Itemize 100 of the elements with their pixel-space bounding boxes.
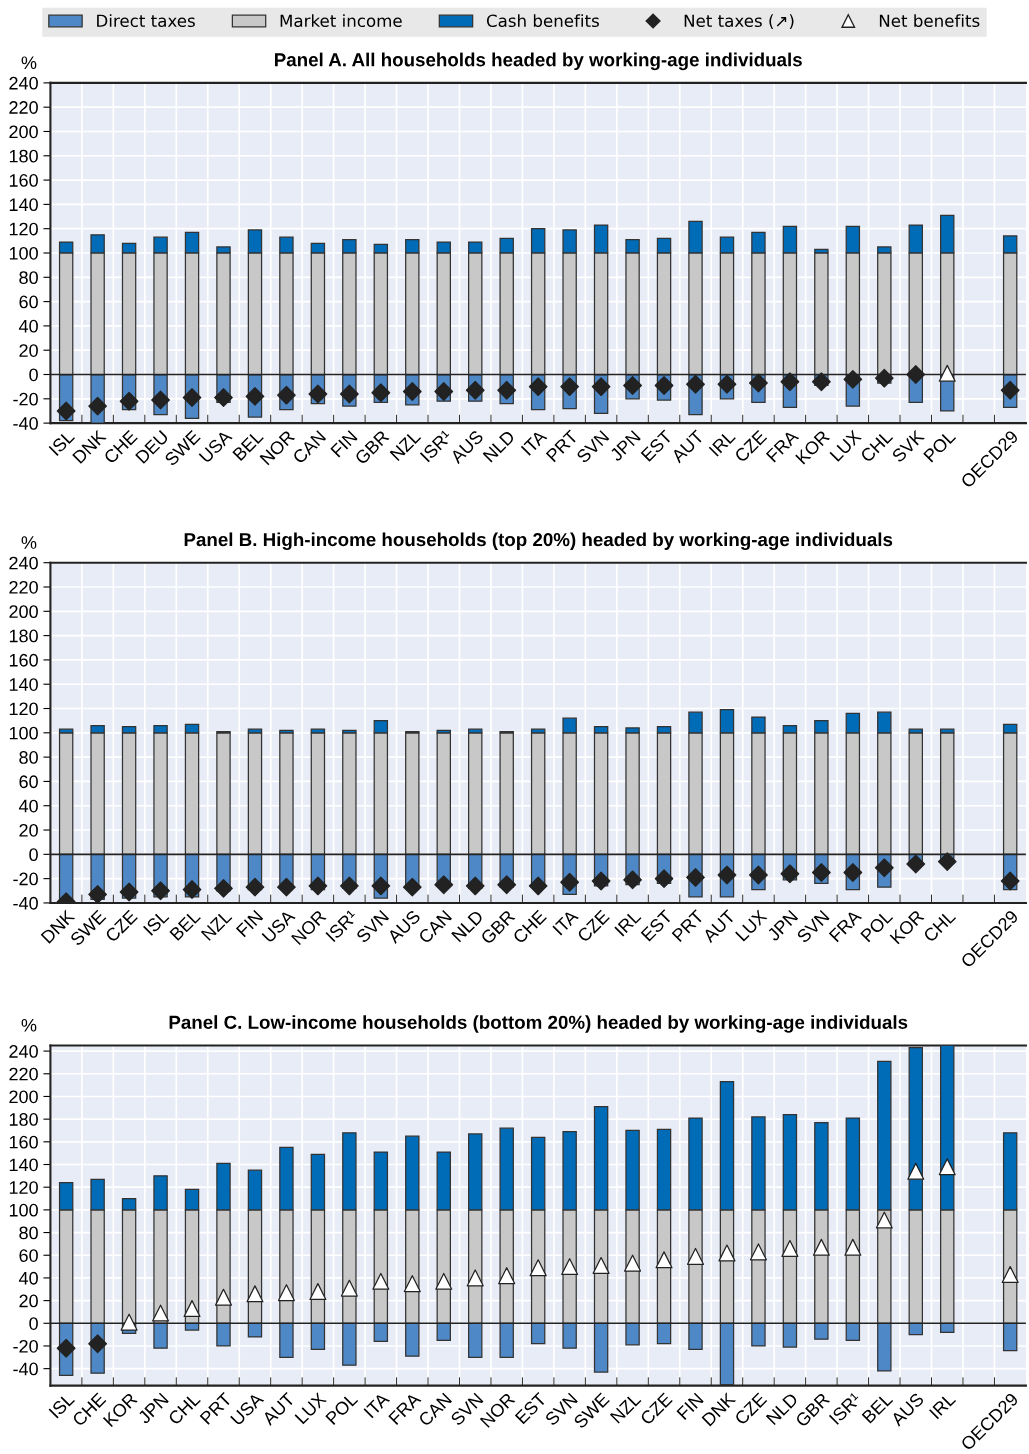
- point: [88, 885, 108, 903]
- y-tick-label: 240: [9, 76, 38, 90]
- point: [906, 854, 926, 874]
- point: [245, 386, 265, 406]
- y-tick-label: 220: [9, 580, 38, 594]
- point: [749, 1243, 767, 1261]
- point: [938, 1158, 956, 1176]
- point: [182, 388, 202, 408]
- bar: [310, 1322, 326, 1350]
- y-tick-label: 20: [19, 1294, 38, 1308]
- point: [245, 877, 265, 897]
- point: [623, 870, 642, 890]
- bar: [467, 732, 483, 855]
- point: [749, 865, 768, 885]
- bar: [940, 732, 955, 855]
- x-tick-label: NZL: [609, 1392, 642, 1424]
- point: [498, 1267, 516, 1285]
- bar: [342, 732, 357, 855]
- x-tick-label: NZL: [389, 429, 422, 461]
- point: [624, 1254, 642, 1272]
- point: [182, 880, 202, 899]
- bar: [216, 732, 231, 855]
- point: [874, 368, 894, 388]
- point: [277, 877, 296, 897]
- point: [906, 365, 926, 384]
- bar: [593, 1322, 609, 1373]
- point: [718, 1244, 736, 1262]
- y-tick-label: -20: [13, 1339, 38, 1353]
- point: [938, 364, 956, 382]
- point: [528, 876, 548, 896]
- point: [654, 869, 674, 889]
- y-tick-label: 20: [19, 344, 38, 357]
- point: [183, 1299, 201, 1318]
- y-tick-label: 100: [9, 726, 38, 740]
- bar: [467, 1322, 483, 1358]
- y-tick-label: 60: [19, 1249, 38, 1262]
- point: [214, 388, 233, 408]
- point: [844, 1238, 862, 1256]
- bar: [216, 1322, 231, 1347]
- point: [403, 1275, 421, 1293]
- point: [402, 382, 422, 401]
- y-tick-label: 240: [9, 1045, 38, 1058]
- bar: [342, 1322, 357, 1366]
- y-tick-label: 120: [9, 222, 38, 236]
- y-tick-label: 0: [29, 1317, 38, 1331]
- point: [214, 1288, 233, 1306]
- x-tick-label: BEL: [169, 909, 201, 941]
- x-tick-label: FIN: [330, 430, 358, 458]
- point: [937, 852, 957, 872]
- bar: [719, 1322, 735, 1386]
- bar: [814, 1322, 829, 1340]
- bar: [530, 1322, 546, 1345]
- point: [402, 877, 422, 897]
- point: [308, 384, 328, 404]
- point: [435, 1272, 453, 1290]
- point: [655, 1251, 673, 1269]
- bar: [1002, 1322, 1018, 1352]
- y-axis-title: %: [21, 56, 37, 70]
- y-tick-label: -20: [13, 392, 38, 406]
- point: [780, 372, 800, 392]
- y-tick-label: 0: [29, 368, 38, 382]
- x-tick-label: IRL: [708, 429, 736, 457]
- point: [1000, 871, 1020, 891]
- y-tick-label: -40: [13, 417, 38, 430]
- point: [592, 1256, 610, 1274]
- y-tick-label: 20: [19, 823, 38, 837]
- point: [277, 385, 296, 405]
- bar: [436, 732, 451, 855]
- point: [434, 382, 454, 401]
- point: [120, 1313, 138, 1331]
- point: [1001, 1265, 1019, 1284]
- y-tick-label: -20: [13, 872, 38, 886]
- y-tick-label: 60: [19, 295, 38, 309]
- point: [465, 380, 485, 400]
- x-tick-label: FRA: [388, 1391, 422, 1425]
- y-tick-label: 160: [9, 653, 38, 667]
- y-tick-label: 100: [9, 1203, 38, 1217]
- point: [843, 369, 863, 389]
- x-tick-label: USA: [230, 1391, 265, 1426]
- bar: [562, 1322, 577, 1349]
- y-tick-label: 180: [9, 629, 38, 643]
- bar: [530, 732, 546, 855]
- point: [465, 876, 485, 896]
- x-tick-label: ISL: [48, 1391, 76, 1419]
- point: [654, 376, 674, 395]
- y-tick-label: 140: [9, 678, 38, 691]
- point: [812, 1238, 830, 1256]
- point: [811, 372, 831, 392]
- point: [214, 878, 233, 898]
- bar: [845, 1322, 861, 1341]
- x-tick-label: FRA: [828, 908, 863, 943]
- point: [686, 868, 705, 887]
- point: [371, 876, 391, 896]
- y-tick-label: -40: [13, 896, 38, 910]
- y-tick-label: 0: [29, 848, 38, 862]
- bar: [310, 732, 326, 855]
- point: [1000, 380, 1020, 400]
- y-tick-label: 200: [9, 125, 38, 139]
- y-tick-label: 160: [9, 1135, 38, 1149]
- y-tick-label: 240: [9, 556, 38, 570]
